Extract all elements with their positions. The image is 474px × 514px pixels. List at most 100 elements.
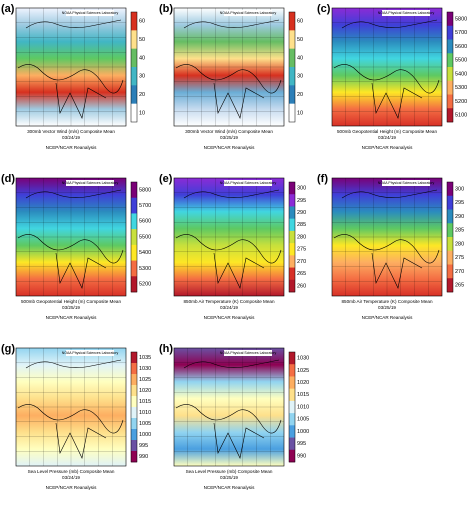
colorbar-swatch: [289, 449, 295, 463]
panel-label: (d): [1, 173, 15, 185]
panel: (f) NOAA Physical Sciences Laboratory 300 2…: [317, 173, 464, 320]
colorbar-tick-label: 290: [297, 210, 306, 216]
colorbar-swatch: [289, 437, 295, 451]
agency: NOAA Physical Sciences Laboratory: [378, 11, 435, 15]
colorbar-frame: [446, 181, 454, 293]
agency: NOAA Physical Sciences Laboratory: [62, 11, 119, 15]
colorbar-tick-label: 10: [297, 110, 303, 116]
colorbar-tick-label: 1030: [139, 366, 151, 372]
colorbar-frame: [288, 351, 296, 463]
colorbar-tick-label: 300: [455, 186, 464, 192]
colorbar-swatch: [447, 39, 453, 54]
date: 03/25/19: [220, 135, 238, 140]
panel-label: (c): [317, 3, 331, 15]
colorbar-swatch: [289, 279, 295, 293]
colorbar-frame: [288, 181, 296, 293]
colorbar-tick-label: 1015: [297, 392, 309, 398]
colorbar-swatch: [447, 278, 453, 293]
colorbar-swatch: [131, 407, 137, 419]
colorbar-swatch: [131, 418, 137, 430]
colorbar-tick-label: 50: [297, 37, 303, 43]
colorbar-swatch: [131, 244, 137, 261]
colorbar-swatch: [289, 376, 295, 389]
colorbar-swatch: [131, 260, 137, 277]
coastline: [17, 189, 124, 289]
agency-box: [224, 10, 272, 16]
colorbar-tick-label: 60: [139, 19, 145, 25]
colorbar-swatch: [131, 197, 137, 214]
colorbar-tick-label: 1025: [139, 377, 151, 383]
colorbar-swatch: [289, 388, 295, 402]
colorbar-tick-label: 290: [455, 214, 464, 220]
colorbar-swatch: [131, 12, 137, 31]
colorbar-tick-label: 1020: [139, 388, 151, 394]
agency-box: [224, 180, 272, 186]
colorbar-swatch: [131, 48, 137, 68]
caption: 300mb Vector Wind (m/s) Composite Mean: [27, 129, 115, 134]
colorbar-swatch: [131, 67, 137, 86]
date: 03/24/19: [220, 305, 238, 310]
colorbar-tick-label: 280: [455, 241, 464, 247]
colorbar-tick-label: 275: [455, 255, 464, 261]
colorbar-tick-label: 995: [139, 443, 148, 449]
colorbar-tick-label: 1010: [139, 410, 151, 416]
coastline: [175, 189, 282, 289]
colorbar-frame: [130, 181, 138, 293]
panel: (g) NOAA Physical Sciences Laboratory 1035…: [1, 343, 151, 490]
colorbar-swatch: [289, 425, 295, 438]
source: NCEP/NCAR Reanalysis: [46, 485, 98, 490]
caption: 500mb Geopotential Height (m) Composite …: [337, 129, 438, 134]
panel-label: (g): [1, 343, 15, 355]
colorbar-swatch: [289, 182, 295, 195]
caption: 300mb Vector Wind (m/s) Composite Mean: [185, 129, 273, 134]
colorbar-tick-label: 20: [139, 92, 145, 98]
agency-box: [66, 350, 114, 356]
colorbar-swatch: [131, 229, 137, 246]
coastline: [17, 359, 124, 459]
colorbar-tick-label: 40: [139, 55, 145, 61]
colorbar-swatch: [289, 67, 295, 86]
colorbar-frame: [288, 11, 296, 123]
colorbar-swatch: [131, 396, 137, 408]
colorbar-tick-label: 5100: [455, 113, 467, 119]
colorbar-tick-label: 50: [139, 37, 145, 43]
colorbar-swatch: [289, 230, 295, 244]
colorbar-swatch: [447, 237, 453, 252]
coastline: [175, 19, 282, 119]
panel-label: (e): [159, 173, 173, 185]
colorbar-swatch: [289, 12, 295, 31]
colorbar-tick-label: 5600: [455, 44, 467, 50]
colorbar-tick-label: 5800: [139, 187, 151, 193]
colorbar-swatch: [447, 53, 453, 68]
colorbar-swatch: [131, 352, 137, 364]
colorbar-swatch: [447, 25, 453, 40]
source: NCEP/NCAR Reanalysis: [204, 315, 256, 320]
colorbar-swatch: [447, 195, 453, 210]
colorbar-swatch: [289, 413, 295, 426]
colorbar-frame: [130, 11, 138, 123]
colorbar-swatch: [289, 103, 295, 123]
date: 03/25/19: [220, 475, 238, 480]
colorbar-tick-label: 1005: [139, 421, 151, 427]
colorbar-tick-label: 10: [139, 110, 145, 116]
colorbar-frame: [446, 11, 454, 123]
panel-label: (f): [317, 173, 328, 185]
source: NCEP/NCAR Reanalysis: [46, 145, 98, 150]
agency-box: [66, 180, 114, 186]
colorbar-tick-label: 5400: [455, 71, 467, 77]
colorbar-tick-label: 5300: [139, 266, 151, 272]
colorbar-tick-label: 5500: [139, 234, 151, 240]
colorbar-swatch: [289, 218, 295, 232]
colorbar-tick-label: 270: [455, 269, 464, 275]
date: 03/25/19: [378, 305, 396, 310]
colorbar-swatch: [289, 30, 295, 49]
date: 03/25/19: [62, 305, 80, 310]
source: NCEP/NCAR Reanalysis: [362, 145, 414, 150]
source: NCEP/NCAR Reanalysis: [204, 485, 256, 490]
colorbar-swatch: [447, 223, 453, 238]
colorbar-tick-label: 5700: [455, 30, 467, 36]
colorbar-tick-label: 5500: [455, 58, 467, 64]
colorbar-tick-label: 1000: [139, 432, 151, 438]
colorbar-tick-label: 1030: [297, 356, 309, 362]
caption: 850mb Air Temperature (K) Composite Mean: [183, 299, 275, 304]
